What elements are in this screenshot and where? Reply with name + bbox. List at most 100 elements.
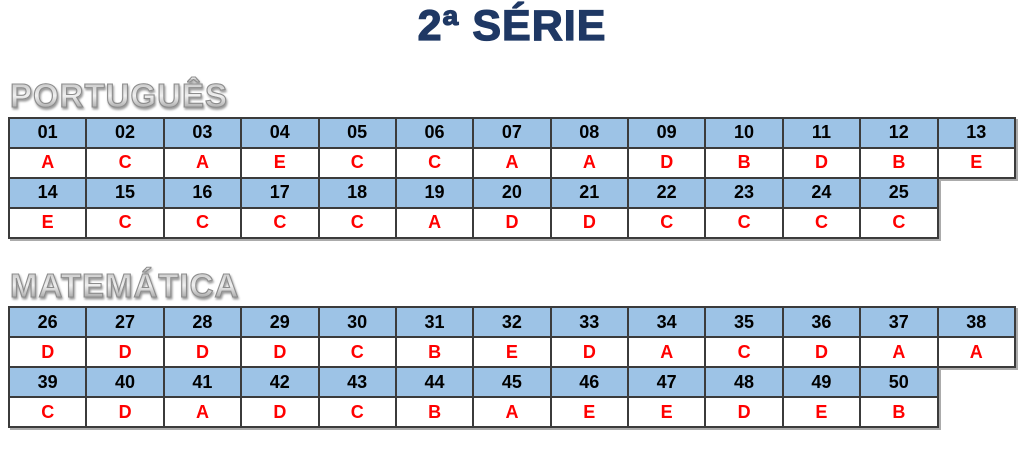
question-number-cell: 33 <box>549 306 630 339</box>
answer-cell: A <box>7 146 88 179</box>
answer-cell: D <box>626 146 707 179</box>
question-number-cell: 01 <box>7 116 88 149</box>
answer-cell: A <box>394 206 475 239</box>
answer-cell: A <box>472 396 552 429</box>
answer-cell: B <box>394 336 475 369</box>
answer-cell: D <box>781 146 862 179</box>
answer-cell: A <box>936 336 1016 369</box>
empty-cell <box>938 397 1016 427</box>
question-number-cell: 38 <box>936 306 1016 339</box>
answer-cell: C <box>240 206 320 239</box>
answer-cell: C <box>781 206 862 239</box>
question-number-cell: 31 <box>394 306 475 339</box>
section-heading-matematica: MATEMÁTICA <box>9 266 240 304</box>
answer-cell: D <box>781 336 862 369</box>
question-number-cell: 32 <box>472 306 552 339</box>
section-matematica: MATEMÁTICA 26 27 28 29 30 31 32 33 34 35 36 37 38 D D D D… <box>7 266 1016 429</box>
answer-cell: A <box>626 336 707 369</box>
question-number-cell: 20 <box>472 176 552 209</box>
answer-cell: C <box>162 206 243 239</box>
question-number-cell: 14 <box>7 176 88 209</box>
question-number-cell: 22 <box>626 176 707 209</box>
answer-cell: E <box>472 336 552 369</box>
question-number-cell: 26 <box>7 306 88 339</box>
answer-cell: C <box>317 336 397 369</box>
question-number-cell: 34 <box>626 306 707 339</box>
answer-cell: A <box>162 396 243 429</box>
question-number-cell: 15 <box>85 176 165 209</box>
answer-cell: C <box>704 336 784 369</box>
question-number-row: 39 40 41 42 43 44 45 46 47 48 49 50 <box>7 366 1016 399</box>
answer-cell: D <box>472 206 552 239</box>
question-number-cell: 43 <box>317 366 397 399</box>
question-number-cell: 36 <box>781 306 862 339</box>
answer-cell: C <box>317 396 397 429</box>
answer-cell: E <box>936 146 1016 179</box>
question-number-cell: 18 <box>317 176 397 209</box>
question-number-cell: 45 <box>472 366 552 399</box>
question-number-cell: 04 <box>240 116 320 149</box>
answer-cell: C <box>317 146 397 179</box>
question-number-cell: 46 <box>549 366 630 399</box>
question-number-cell: 23 <box>704 176 784 209</box>
answer-cell: D <box>704 396 784 429</box>
answer-cell: B <box>704 146 784 179</box>
answer-cell: E <box>781 396 862 429</box>
question-number-cell: 21 <box>549 176 630 209</box>
empty-cell <box>938 367 1016 397</box>
question-number-cell: 06 <box>394 116 475 149</box>
question-number-cell: 44 <box>394 366 475 399</box>
question-number-row: 01 02 03 04 05 06 07 08 09 10 11 12 13 <box>7 116 1016 149</box>
question-number-cell: 13 <box>936 116 1016 149</box>
question-number-cell: 47 <box>626 366 707 399</box>
answer-cell: A <box>859 336 939 369</box>
answer-cell: B <box>859 396 939 429</box>
question-number-cell: 03 <box>162 116 243 149</box>
answer-cell: D <box>85 336 165 369</box>
question-number-cell: 37 <box>859 306 939 339</box>
question-number-cell: 12 <box>859 116 939 149</box>
question-number-cell: 39 <box>7 366 88 399</box>
answer-cell: C <box>7 396 88 429</box>
question-number-cell: 16 <box>162 176 243 209</box>
answer-cell: B <box>394 396 475 429</box>
answer-cell: D <box>7 336 88 369</box>
question-number-row: 26 27 28 29 30 31 32 33 34 35 36 37 38 <box>7 306 1016 339</box>
question-number-cell: 05 <box>317 116 397 149</box>
answer-cell: A <box>162 146 243 179</box>
question-number-cell: 42 <box>240 366 320 399</box>
question-number-cell: 09 <box>626 116 707 149</box>
answer-cell: C <box>317 206 397 239</box>
answer-cell: D <box>85 396 165 429</box>
answer-cell: E <box>7 206 88 239</box>
question-number-row: 14 15 16 17 18 19 20 21 22 23 24 25 <box>7 176 1015 209</box>
question-number-cell: 30 <box>317 306 397 339</box>
question-number-cell: 11 <box>781 116 862 149</box>
answer-cell: D <box>240 396 320 429</box>
answer-cell: D <box>162 336 243 369</box>
question-number-cell: 48 <box>704 366 784 399</box>
answer-cell: A <box>549 146 630 179</box>
answer-cell: D <box>549 206 630 239</box>
answer-cell: E <box>240 146 320 179</box>
answer-cell: C <box>626 206 707 239</box>
question-number-cell: 41 <box>162 366 243 399</box>
question-number-cell: 49 <box>781 366 862 399</box>
answer-cell: C <box>85 206 165 239</box>
answer-cell: D <box>240 336 320 369</box>
answer-cell: C <box>704 206 784 239</box>
question-number-cell: 29 <box>240 306 320 339</box>
page-title: 2ª SÉRIE <box>417 2 607 50</box>
answer-cell: C <box>85 146 165 179</box>
empty-cell <box>938 208 1016 238</box>
question-number-cell: 28 <box>162 306 243 339</box>
question-number-cell: 08 <box>549 116 630 149</box>
section-portugues: PORTUGUÊS 01 02 03 04 05 06 07 08 09 10 11 12 13 A C A E C… <box>7 78 1016 239</box>
question-number-cell: 02 <box>85 116 165 149</box>
answer-cell: E <box>549 396 630 429</box>
answer-table-portugues: 01 02 03 04 05 06 07 08 09 10 11 12 13 A C A E C C A A D B D B E 1… <box>7 116 1016 239</box>
sections-container: PORTUGUÊS 01 02 03 04 05 06 07 08 09 10 11 12 13 A C A E C… <box>7 78 1016 429</box>
